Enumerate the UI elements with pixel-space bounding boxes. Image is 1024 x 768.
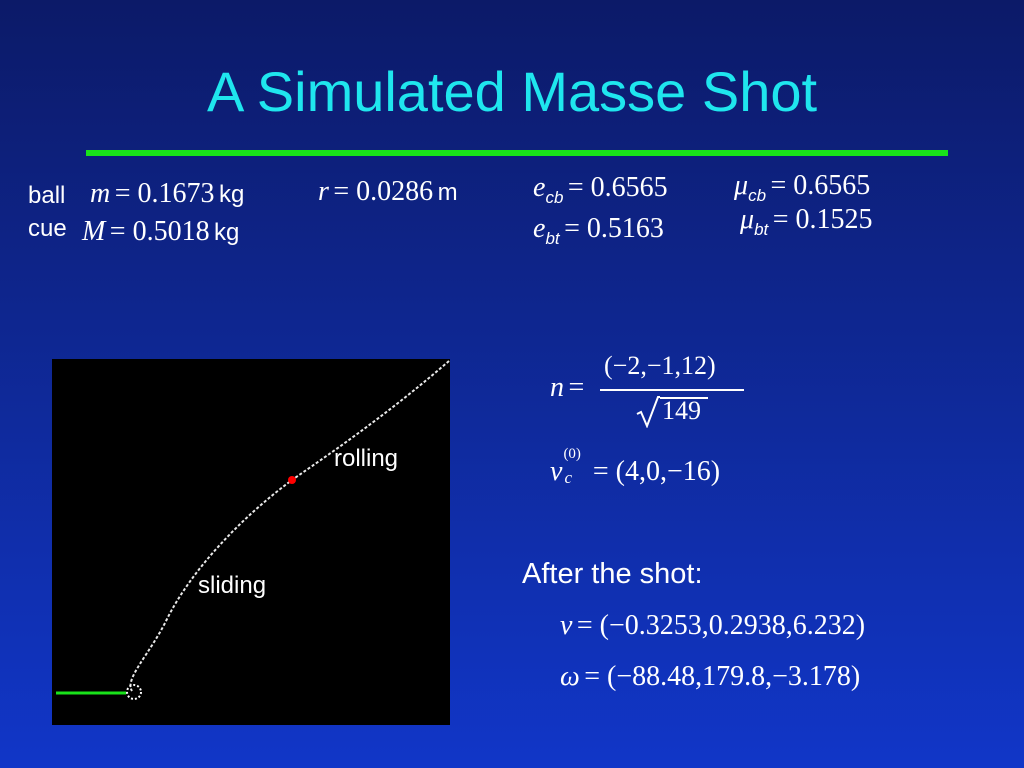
vc-indices: (0) c — [562, 446, 588, 487]
r-value: = 0.0286 — [333, 176, 434, 207]
ecb-equation: ecb = 0.6565 — [533, 172, 668, 207]
radius-equation: r = 0.0286 m — [318, 176, 458, 208]
omega-symbol: ω — [560, 661, 580, 692]
kg-unit: kg — [214, 219, 240, 246]
n-numerator: (−2,−1,12) — [604, 351, 716, 380]
rolling-transition-dot — [288, 476, 296, 484]
ball-mass-equation: m = 0.1673 kg — [90, 178, 244, 210]
ebt-equation: ebt = 0.5163 — [533, 213, 664, 248]
omega-after-equation: ω = (−88.48,179.8,−3.178) — [560, 661, 860, 693]
vc-subscript: c — [564, 468, 572, 487]
mubt-value: = 0.1525 — [772, 204, 873, 235]
bt-subscript: bt — [754, 220, 769, 239]
ball-start-marker — [126, 684, 142, 700]
n-equation: n = — [550, 372, 584, 404]
v-symbol: v — [550, 456, 563, 487]
sqrt-value: 149 — [662, 396, 701, 425]
mu-symbol: μ — [734, 170, 749, 201]
vc-equation: v (0) c = (4,0,−16) — [550, 446, 721, 488]
sqrt-bar — [660, 397, 708, 399]
bt-subscript: bt — [545, 229, 560, 248]
ebt-value: = 0.5163 — [564, 213, 664, 244]
sqrt-icon — [636, 396, 660, 428]
ecb-value: = 0.6565 — [567, 172, 668, 203]
mucb-equation: μcb = 0.6565 — [734, 170, 871, 205]
m-symbol: m — [90, 178, 111, 209]
mucb-value: = 0.6565 — [770, 170, 871, 201]
title-underline — [86, 150, 948, 156]
m-value: = 0.1673 — [114, 178, 215, 209]
cb-subscript: cb — [545, 188, 564, 207]
mubt-equation: μbt = 0.1525 — [740, 204, 873, 239]
cb-subscript: cb — [748, 186, 767, 205]
n-symbol: n — [550, 372, 564, 403]
rolling-label: rolling — [334, 445, 399, 472]
ball-label: ball — [28, 182, 66, 209]
simulation-panel: rolling sliding — [52, 359, 450, 725]
e-symbol: e — [533, 172, 546, 203]
cue-mass-equation: M = 0.5018 kg — [82, 216, 239, 248]
m-unit: m — [437, 179, 458, 206]
ball-trajectory — [129, 360, 450, 692]
after-shot-heading: After the shot: — [522, 558, 703, 590]
v-after-value: = (−0.3253,0.2938,6.232) — [576, 610, 866, 641]
sliding-label: sliding — [198, 572, 267, 599]
mu-symbol: μ — [740, 204, 755, 235]
e-symbol: e — [533, 213, 546, 244]
vc-superscript: (0) — [563, 446, 581, 462]
vc-value: = (4,0,−16) — [592, 456, 721, 487]
equals-sign: = — [568, 372, 585, 403]
kg-unit: kg — [218, 181, 245, 208]
M-value: = 0.5018 — [109, 216, 210, 247]
fraction-bar — [600, 389, 744, 391]
slide-title: A Simulated Masse Shot — [206, 60, 818, 123]
M-symbol: M — [82, 216, 106, 247]
v-symbol: v — [560, 610, 573, 641]
v-after-equation: v = (−0.3253,0.2938,6.232) — [560, 610, 865, 642]
omega-after-value: = (−88.48,179.8,−3.178) — [584, 661, 861, 692]
cue-label: cue — [28, 215, 67, 242]
r-symbol: r — [318, 176, 329, 207]
trajectory-plot — [56, 360, 450, 700]
